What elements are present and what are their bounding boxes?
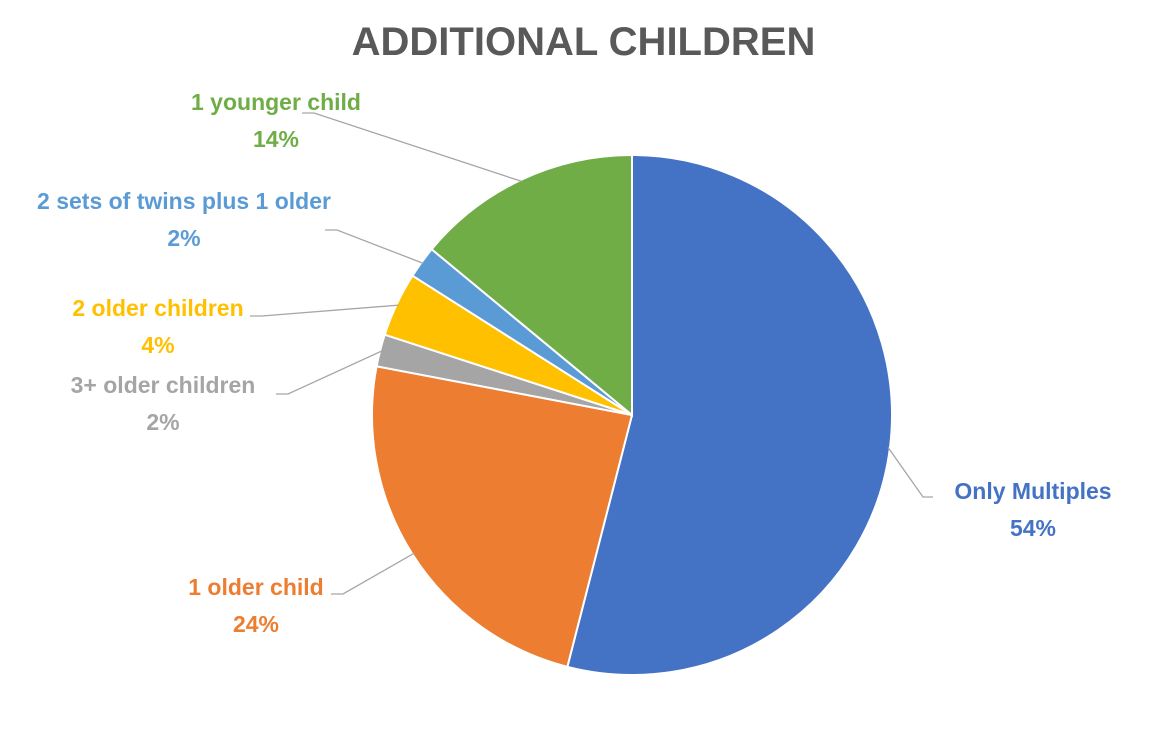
data-label-name-3-older-children: 3+ older children bbox=[71, 372, 256, 398]
pie-slice-only-multiples bbox=[566, 153, 893, 676]
leader-line-only-multiples bbox=[887, 446, 933, 498]
leader-line-1-younger-child bbox=[302, 112, 523, 183]
data-label-value-1-younger-child: 14% bbox=[253, 126, 299, 152]
data-label-name-only-multiples: Only Multiples bbox=[954, 478, 1111, 504]
data-label-value-3-older-children: 2% bbox=[146, 409, 179, 435]
data-label-name-2-older-children: 2 older children bbox=[72, 295, 243, 321]
data-label-name-1-younger-child: 1 younger child bbox=[191, 89, 361, 115]
data-label-value-2-older-children: 4% bbox=[141, 332, 174, 358]
leader-line-3-older-children bbox=[276, 350, 383, 395]
leader-line-2-sets-of-twins-plus-1-older bbox=[325, 229, 424, 264]
data-label-value-only-multiples: 54% bbox=[1010, 515, 1056, 541]
slices-layer bbox=[371, 153, 893, 676]
data-label-value-1-older-child: 24% bbox=[233, 611, 279, 637]
pie-slice-1-younger-child bbox=[430, 153, 633, 418]
leader-line-1-older-child bbox=[331, 552, 415, 595]
data-label-name-1-older-child: 1 older child bbox=[188, 574, 323, 600]
leader-line-2-older-children bbox=[250, 304, 399, 317]
data-label-name-2-sets-of-twins-plus-1-older: 2 sets of twins plus 1 older bbox=[37, 188, 331, 214]
chart-title: ADDITIONAL CHILDREN bbox=[351, 20, 816, 64]
data-label-value-2-sets-of-twins-plus-1-older: 2% bbox=[167, 225, 200, 251]
leader-lines-layer bbox=[250, 112, 933, 595]
data-labels-layer: Only Multiples 54% 1 older child 24% 3+ olde… bbox=[37, 89, 1112, 637]
